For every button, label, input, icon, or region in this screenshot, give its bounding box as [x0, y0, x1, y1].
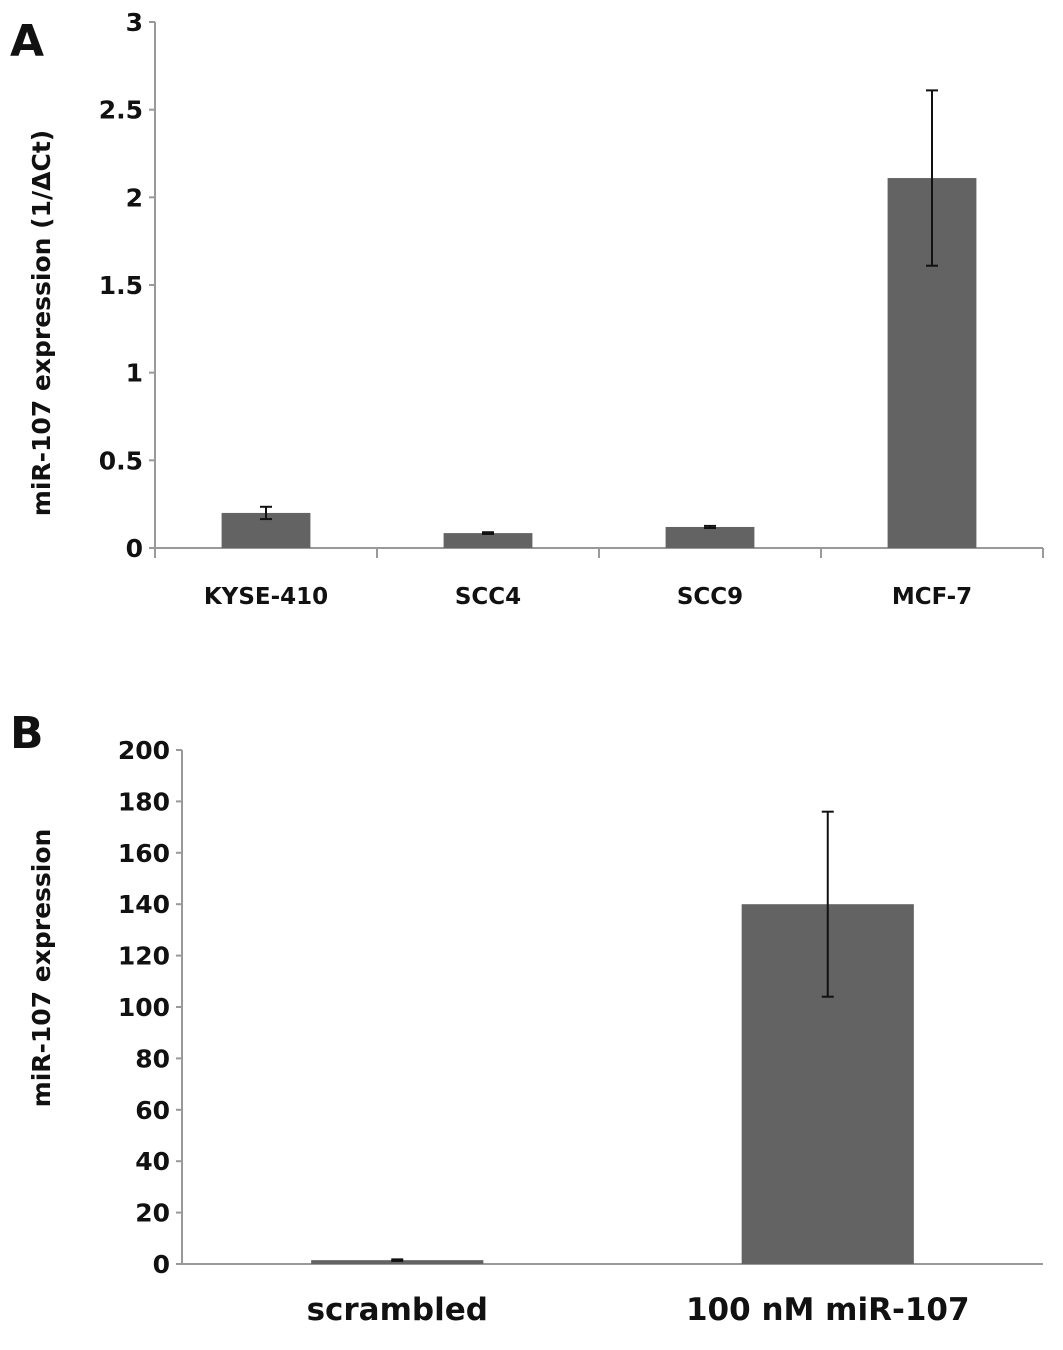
y-tick-label: 1 [126, 359, 143, 388]
panel-a-label: A [10, 16, 44, 67]
y-tick-label: 140 [118, 890, 170, 919]
bar-scrambled [311, 1260, 484, 1264]
x-tick-label: MCF-7 [892, 584, 972, 610]
x-tick-label: SCC4 [455, 584, 521, 610]
x-tick-label: SCC9 [677, 584, 743, 610]
x-tick-label: scrambled [307, 1292, 488, 1328]
y-tick-label: 1.5 [99, 271, 143, 300]
bar-scc4 [443, 533, 533, 548]
bar-scc9 [665, 526, 755, 548]
y-tick-label: 2.5 [99, 96, 143, 125]
y-tick-label: 120 [118, 942, 170, 971]
y-tick-label: 80 [135, 1044, 170, 1073]
panel-b-ylabel: miR-107 expression [27, 829, 56, 1108]
y-tick-label: 200 [118, 736, 170, 765]
y-tick-label: 60 [135, 1096, 170, 1125]
y-tick-label: 3 [126, 8, 143, 37]
panel-a-ylabel: miR-107 expression (1/ΔCt) [27, 130, 56, 516]
y-tick-label: 2 [126, 183, 143, 212]
y-tick-label: 40 [135, 1147, 170, 1176]
y-tick-label: 0.5 [99, 446, 143, 475]
y-tick-label: 0 [126, 534, 143, 563]
panel-b-label: B [10, 708, 44, 759]
y-tick-label: 180 [118, 787, 170, 816]
x-tick-label: KYSE-410 [204, 584, 328, 610]
y-tick-label: 0 [153, 1250, 170, 1279]
x-tick-label: 100 nM miR-107 [686, 1292, 970, 1328]
y-tick-label: 20 [135, 1199, 170, 1228]
y-tick-label: 160 [118, 839, 170, 868]
y-tick-label: 100 [118, 993, 170, 1022]
